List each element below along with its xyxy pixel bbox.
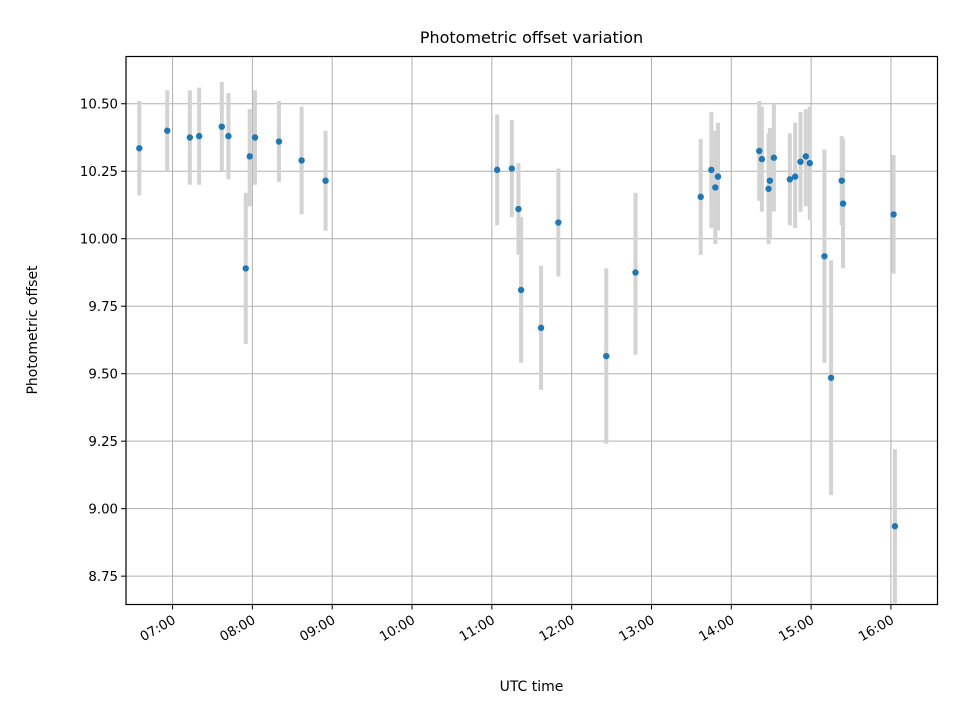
data-point	[225, 132, 232, 140]
data-point	[242, 265, 249, 272]
y-tick-label: 10.00	[80, 233, 118, 248]
data-point	[195, 132, 203, 140]
data-point	[766, 177, 774, 184]
data-point	[714, 173, 722, 180]
data-point	[770, 154, 778, 161]
data-point	[251, 134, 259, 141]
y-axis-label: Photometric offset	[25, 265, 41, 395]
data-point	[537, 324, 545, 332]
x-axis-label: UTC time	[500, 679, 564, 695]
data-point	[786, 176, 794, 183]
data-point	[756, 147, 763, 155]
data-point	[697, 193, 704, 201]
data-point	[708, 166, 715, 174]
y-axis-ticks: 8.75 9.00 9.25 9.50 9.75 10.00 10.25 10.50	[80, 98, 126, 585]
chart-title: Photometric offset variation	[420, 28, 643, 47]
data-point	[218, 123, 225, 130]
data-point	[164, 127, 171, 134]
y-tick-label: 9.00	[88, 503, 118, 518]
data-point	[797, 158, 804, 165]
y-tick-label: 9.50	[88, 368, 118, 383]
data-point	[838, 177, 845, 184]
data-point	[275, 138, 283, 145]
data-point	[791, 173, 799, 180]
data-point	[322, 177, 329, 184]
data-point	[712, 184, 719, 191]
y-tick-label: 9.25	[88, 435, 118, 450]
data-point	[827, 374, 835, 381]
data-point	[765, 185, 772, 192]
data-points	[136, 123, 899, 530]
data-point	[806, 159, 813, 167]
data-point	[555, 219, 562, 226]
data-point	[890, 211, 897, 218]
data-point	[298, 157, 305, 164]
data-point	[758, 155, 766, 163]
data-point	[136, 145, 143, 152]
y-tick-label: 10.25	[80, 165, 118, 180]
data-point	[517, 286, 525, 294]
data-point	[508, 165, 515, 172]
data-point	[515, 205, 522, 213]
data-point	[603, 352, 610, 360]
y-tick-label: 10.50	[80, 98, 118, 113]
data-point	[802, 153, 809, 160]
data-point	[821, 253, 828, 260]
y-tick-label: 8.75	[88, 570, 118, 585]
data-point	[186, 134, 194, 141]
data-point	[493, 166, 501, 174]
grid-lines	[126, 56, 938, 605]
data-point	[891, 523, 899, 530]
plot-frame	[125, 55, 939, 606]
y-tick-label: 9.75	[88, 300, 118, 315]
data-point	[246, 153, 253, 160]
data-point	[632, 269, 639, 276]
data-point	[839, 200, 847, 207]
